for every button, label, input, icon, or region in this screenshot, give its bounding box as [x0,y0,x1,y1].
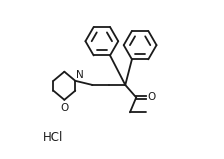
Text: HCl: HCl [43,131,63,144]
Text: O: O [60,103,69,113]
Text: N: N [76,70,84,80]
Text: O: O [148,93,156,102]
